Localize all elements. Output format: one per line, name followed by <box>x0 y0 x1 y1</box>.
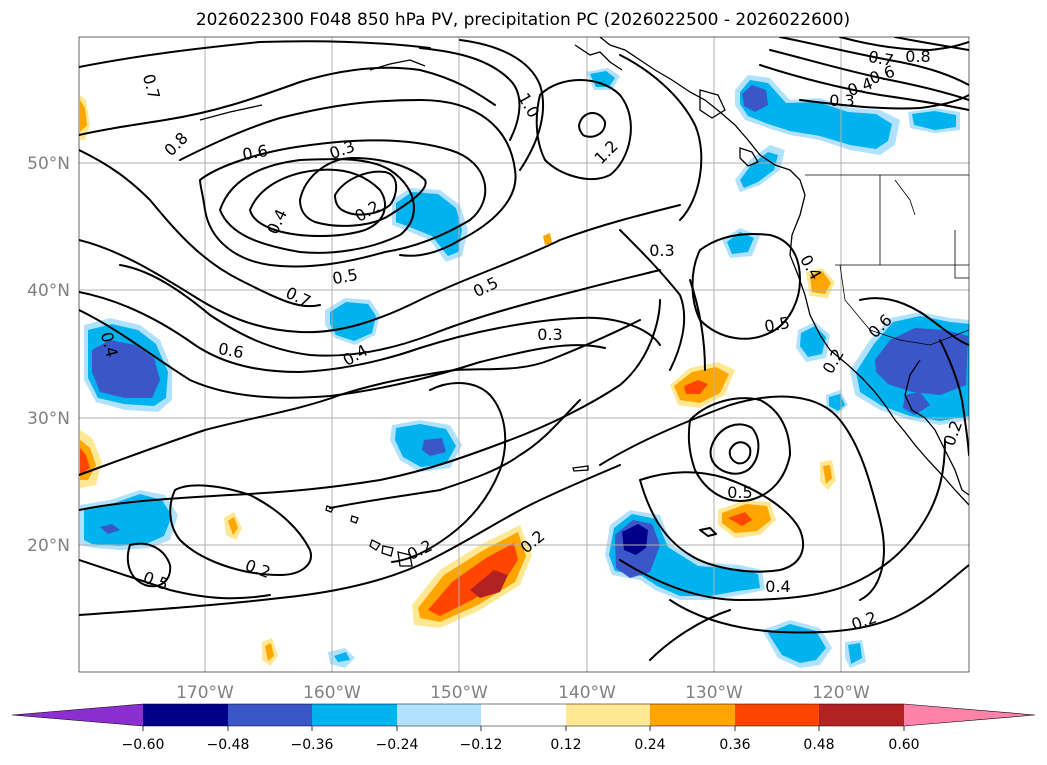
contour-label: 0.6 <box>241 141 269 164</box>
contour-label: 0.3 <box>537 325 562 344</box>
lat-axis-labels: 50°N 40°N 30°N 20°N <box>27 154 70 556</box>
colorbar-swatch <box>397 704 481 726</box>
contour-label: 0.7 <box>867 47 895 70</box>
lon-label: 120°W <box>812 683 870 703</box>
colorbar-tick-label: −0.60 <box>122 737 165 753</box>
colorbar: −0.60 −0.48 −0.36 −0.24 −0.12 0.12 0.24 … <box>11 703 1036 753</box>
precip-blob-west <box>84 318 172 412</box>
pv-contours <box>79 37 969 661</box>
precip-shading <box>80 68 969 668</box>
coastlines <box>199 37 969 567</box>
colorbar-tick-label: −0.36 <box>291 737 334 753</box>
colorbar-tick-label: 0.12 <box>550 737 581 753</box>
lat-label: 50°N <box>27 154 70 174</box>
colorbar-swatch <box>12 704 143 726</box>
map-panel: 0.7 0.8 0.6 0.3 0.2 0.4 1.0 1.2 0.5 0.7 … <box>78 36 970 673</box>
precip-blob-150w-28n <box>390 420 462 472</box>
colorbar-ticks <box>142 726 905 731</box>
colorbar-swatch <box>566 704 650 726</box>
lon-label: 140°W <box>558 683 616 703</box>
colorbar-tick-label: −0.24 <box>376 737 419 753</box>
colorbar-swatch <box>312 704 397 726</box>
lat-label: 40°N <box>27 281 70 301</box>
lon-label: 150°W <box>430 683 488 703</box>
precip-blob-160w-46n <box>392 188 468 262</box>
colorbar-swatch <box>228 704 312 726</box>
colorbar-swatch <box>819 704 904 726</box>
contour-label: 0.5 <box>331 265 359 288</box>
colorbar-swatch <box>481 704 566 726</box>
colorbar-tick-label: 0.24 <box>634 737 665 753</box>
contour-label: 0.5 <box>727 483 752 502</box>
colorbar-tick-label: −0.12 <box>460 737 503 753</box>
contour-label: 0.3 <box>829 91 854 110</box>
colorbar-tick-label: −0.48 <box>207 737 250 753</box>
contour-label: 0.3 <box>649 241 674 260</box>
lat-label: 30°N <box>27 409 70 429</box>
contour-label: 0.5 <box>763 313 791 336</box>
colorbar-swatch <box>650 704 735 726</box>
precip-blob-positive <box>80 95 836 666</box>
contour-label: 0.6 <box>217 339 245 362</box>
colorbar-swatch <box>904 704 1035 726</box>
lon-label: 160°W <box>303 683 361 703</box>
lon-axis-labels: 170°W 160°W 150°W 140°W 130°W 120°W <box>176 683 870 703</box>
colorbar-tick-label: 0.48 <box>803 737 834 753</box>
lon-label: 170°W <box>176 683 234 703</box>
borders <box>805 174 969 346</box>
colorbar-swatch <box>735 704 819 726</box>
colorbar-tick-label: 0.60 <box>888 737 919 753</box>
precip-blob-160w-37n <box>325 298 380 345</box>
precip-blob-bc-coast <box>735 75 960 155</box>
contour-label: 0.8 <box>905 47 930 66</box>
colorbar-swatch <box>143 704 228 726</box>
colorbar-tick-label: 0.36 <box>719 737 750 753</box>
lon-label: 130°W <box>685 683 743 703</box>
contour-label: 0.4 <box>765 577 790 596</box>
lat-label: 20°N <box>27 536 70 556</box>
precip-blob-140w-57n <box>586 68 620 90</box>
map-title: 2026022300 F048 850 hPa PV, precipitatio… <box>196 10 850 30</box>
